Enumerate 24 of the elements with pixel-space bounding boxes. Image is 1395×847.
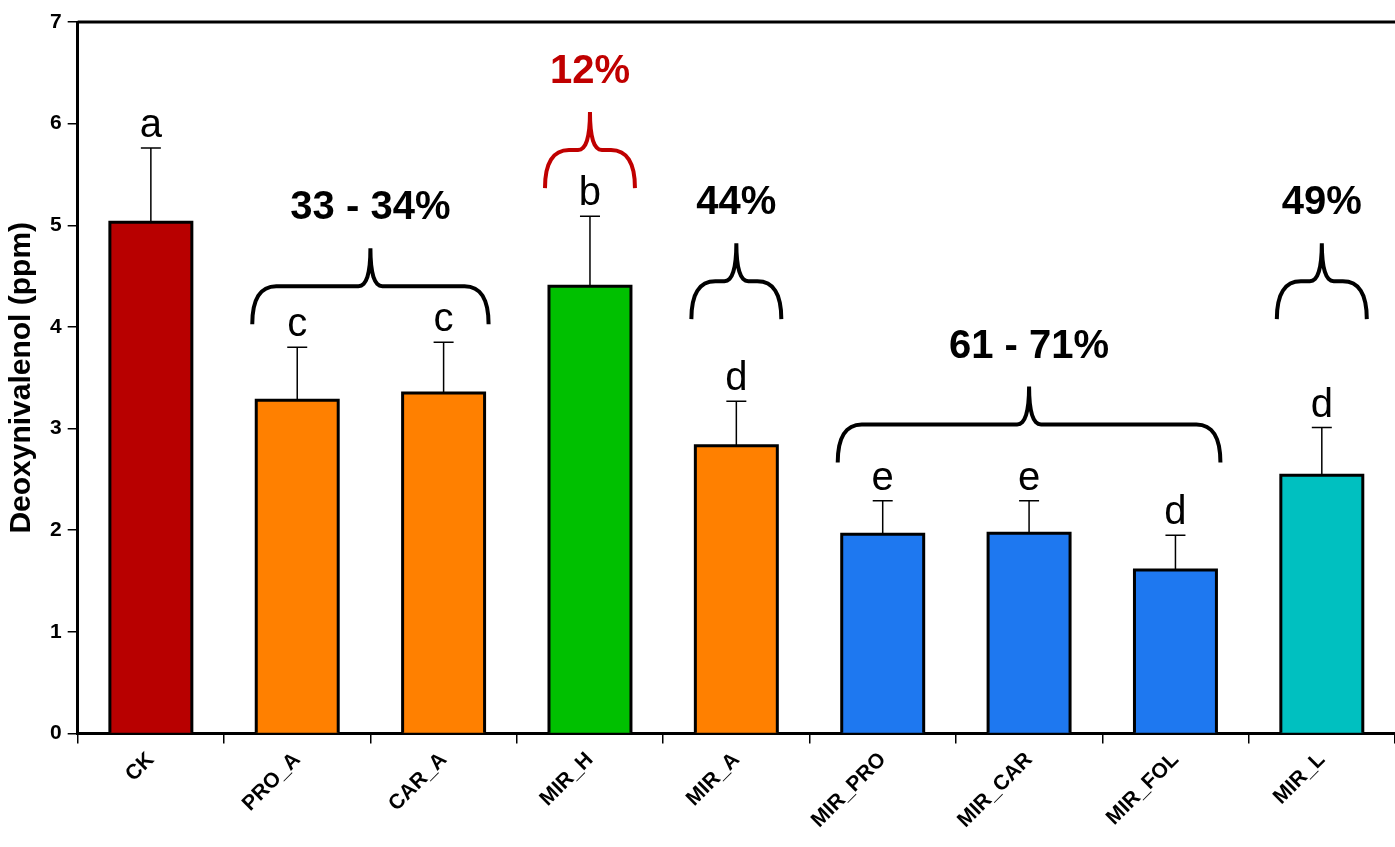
y-tick-label: 0 [49,720,62,744]
annotation: e [871,453,894,498]
y-tick-label: 3 [49,415,62,439]
annotation: 44% [696,177,777,225]
annotation: 49% [1281,177,1362,225]
annotation: d [1310,380,1333,425]
y-tick-label: 4 [49,313,62,337]
x-tick-label: CK [120,747,158,785]
annotation: a [139,101,163,146]
annotation: c [287,300,308,345]
annotation: 33 - 34% [290,182,451,230]
annotation: 61 - 71% [949,320,1110,368]
y-tick-label: 6 [49,110,62,134]
y-tick-label: 5 [49,212,62,236]
y-tick-label: 1 [49,618,62,642]
annotation: c [433,295,454,340]
annotation: e [1017,453,1041,498]
annotation: b [578,169,602,214]
y-tick-label: 7 [49,8,62,32]
annotation: d [725,354,748,399]
annotation: d [1164,488,1187,533]
annotation: 12% [549,46,630,94]
y-axis-title: Deoxynivalenol (ppm) [3,221,37,534]
y-tick-label: 2 [49,517,62,541]
